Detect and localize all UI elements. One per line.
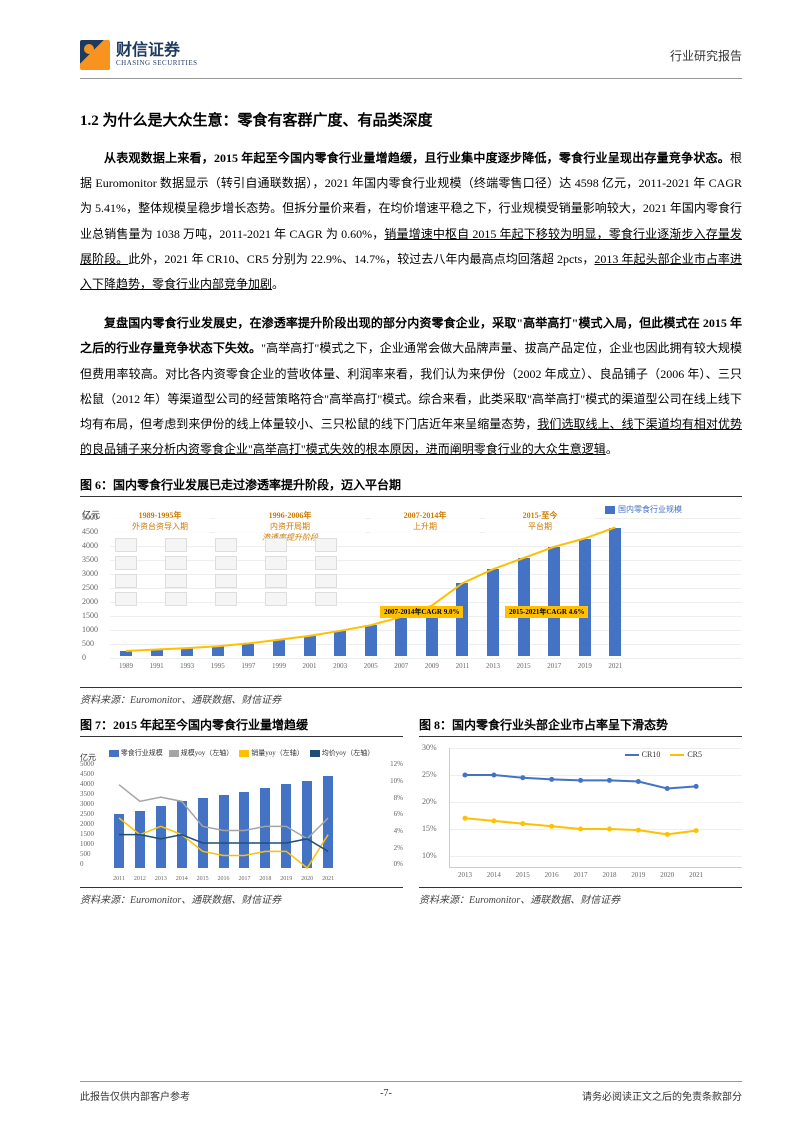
logo: 财信证券 CHASING SECURITIES	[80, 40, 198, 70]
logo-icon	[80, 40, 110, 70]
fig8-chart: CR10CR5 10%15%20%25%30%20132014201520162…	[419, 743, 742, 883]
brand-logo-placeholder	[165, 592, 187, 606]
brand-logo-placeholder	[215, 556, 237, 570]
fig6-phase: 1989-1995年外资台资导入期	[110, 508, 210, 534]
p1-lead: 从表观数据上来看，2015 年起至今国内零食行业量增趋缓，且行业集中度逐步降低，…	[104, 151, 730, 165]
fig7-title: 图 7：2015 年起至今国内零食行业量增趋缓	[80, 716, 403, 737]
fig6-cagr-tag: 2015-2021年CAGR 4.6%	[505, 606, 588, 618]
footer: 此报告仅供内部客户参考 -7- 请务必阅读正文之后的免责条款部分	[80, 1081, 742, 1103]
brand-logo-placeholder	[165, 538, 187, 552]
brand-logo-placeholder	[115, 592, 137, 606]
fig6-chart: 亿元 国内零食行业规模 0500100015002000250030003500…	[80, 503, 742, 683]
paragraph-1: 从表观数据上来看，2015 年起至今国内零食行业量增趋缓，且行业集中度逐步降低，…	[80, 146, 742, 297]
company-name-en: CHASING SECURITIES	[116, 60, 198, 68]
fig7-legend: 零食行业规模规模yoy（左轴） 销量yoy（左轴） 均价yoy（左轴）	[80, 748, 403, 758]
fig6-phase: 2007-2014年上升期	[370, 508, 480, 534]
brand-logo-placeholder	[115, 574, 137, 588]
brand-logo-placeholder	[315, 556, 337, 570]
brand-logo-placeholder	[265, 592, 287, 606]
fig7-legend-item: 规模yoy（左轴）	[169, 748, 234, 758]
fig7-source: 资料来源：Euromonitor、通联数据、财信证券	[80, 887, 403, 906]
paragraph-2: 复盘国内零食行业发展史，在渗透率提升阶段出现的部分内资零食企业，采取"高举高打"…	[80, 311, 742, 462]
fig7-col: 图 7：2015 年起至今国内零食行业量增趋缓 零食行业规模规模yoy（左轴） 销…	[80, 716, 403, 906]
section-title: 1.2 为什么是大众生意：零食有客群广度、有品类深度	[80, 109, 742, 130]
brand-logo-placeholder	[215, 574, 237, 588]
fig7-legend-item: 销量yoy（左轴）	[239, 748, 304, 758]
brand-logo-placeholder	[315, 592, 337, 606]
fig8-title: 图 8：国内零食行业头部企业市占率呈下滑态势	[419, 716, 742, 737]
page: 财信证券 CHASING SECURITIES 行业研究报告 1.2 为什么是大…	[0, 0, 802, 956]
brand-logo-placeholder	[115, 538, 137, 552]
logo-text: 财信证券 CHASING SECURITIES	[116, 42, 198, 67]
fig8-source: 资料来源：Euromonitor、通联数据、财信证券	[419, 887, 742, 906]
fig7-legend-item: 零食行业规模	[109, 748, 163, 758]
fig7-legend-item: 均价yoy（左轴）	[310, 748, 375, 758]
brand-logo-placeholder	[165, 556, 187, 570]
header: 财信证券 CHASING SECURITIES 行业研究报告	[80, 40, 742, 79]
p1-rest-b: 此外，2021 年 CR10、CR5 分别为 22.9%、14.7%，较过去八年…	[128, 252, 594, 266]
brand-logo-placeholder	[265, 556, 287, 570]
fig6-source: 资料来源：Euromonitor、通联数据、财信证券	[80, 687, 742, 706]
brand-logo-placeholder	[115, 556, 137, 570]
fig6-phase: 2015-至今平台期	[485, 508, 595, 534]
brand-logo-placeholder	[215, 538, 237, 552]
brand-logo-placeholder	[215, 592, 237, 606]
fig6-legend: 国内零食行业规模	[605, 504, 682, 515]
brand-logo-placeholder	[265, 574, 287, 588]
footer-right: 请务必阅读正文之后的免责条款部分	[582, 1088, 742, 1103]
fig7-chart: 零食行业规模规模yoy（左轴）销量yoy（左轴）均价yoy（左轴） 亿元0500…	[80, 743, 403, 883]
company-name-cn: 财信证券	[116, 42, 198, 60]
fig6-phase: 1996-2006年内资开局期渗透率提升阶段	[215, 508, 365, 545]
fig8-col: 图 8：国内零食行业头部企业市占率呈下滑态势 CR10CR5 10%15%20%…	[419, 716, 742, 906]
brand-logo-placeholder	[315, 574, 337, 588]
brand-logo-placeholder	[165, 574, 187, 588]
footer-left: 此报告仅供内部客户参考	[80, 1088, 190, 1103]
fig6-title: 图 6：国内零食行业发展已走过渗透率提升阶段，迈入平台期	[80, 476, 742, 497]
footer-page: -7-	[380, 1088, 392, 1103]
fig6-cagr-tag: 2007-2014年CAGR 9.0%	[380, 606, 463, 618]
charts-row: 图 7：2015 年起至今国内零食行业量增趋缓 零食行业规模规模yoy（左轴） 销…	[80, 716, 742, 906]
doc-type: 行业研究报告	[670, 47, 742, 64]
brand-logo-placeholder	[265, 538, 287, 552]
brand-logo-placeholder	[315, 538, 337, 552]
